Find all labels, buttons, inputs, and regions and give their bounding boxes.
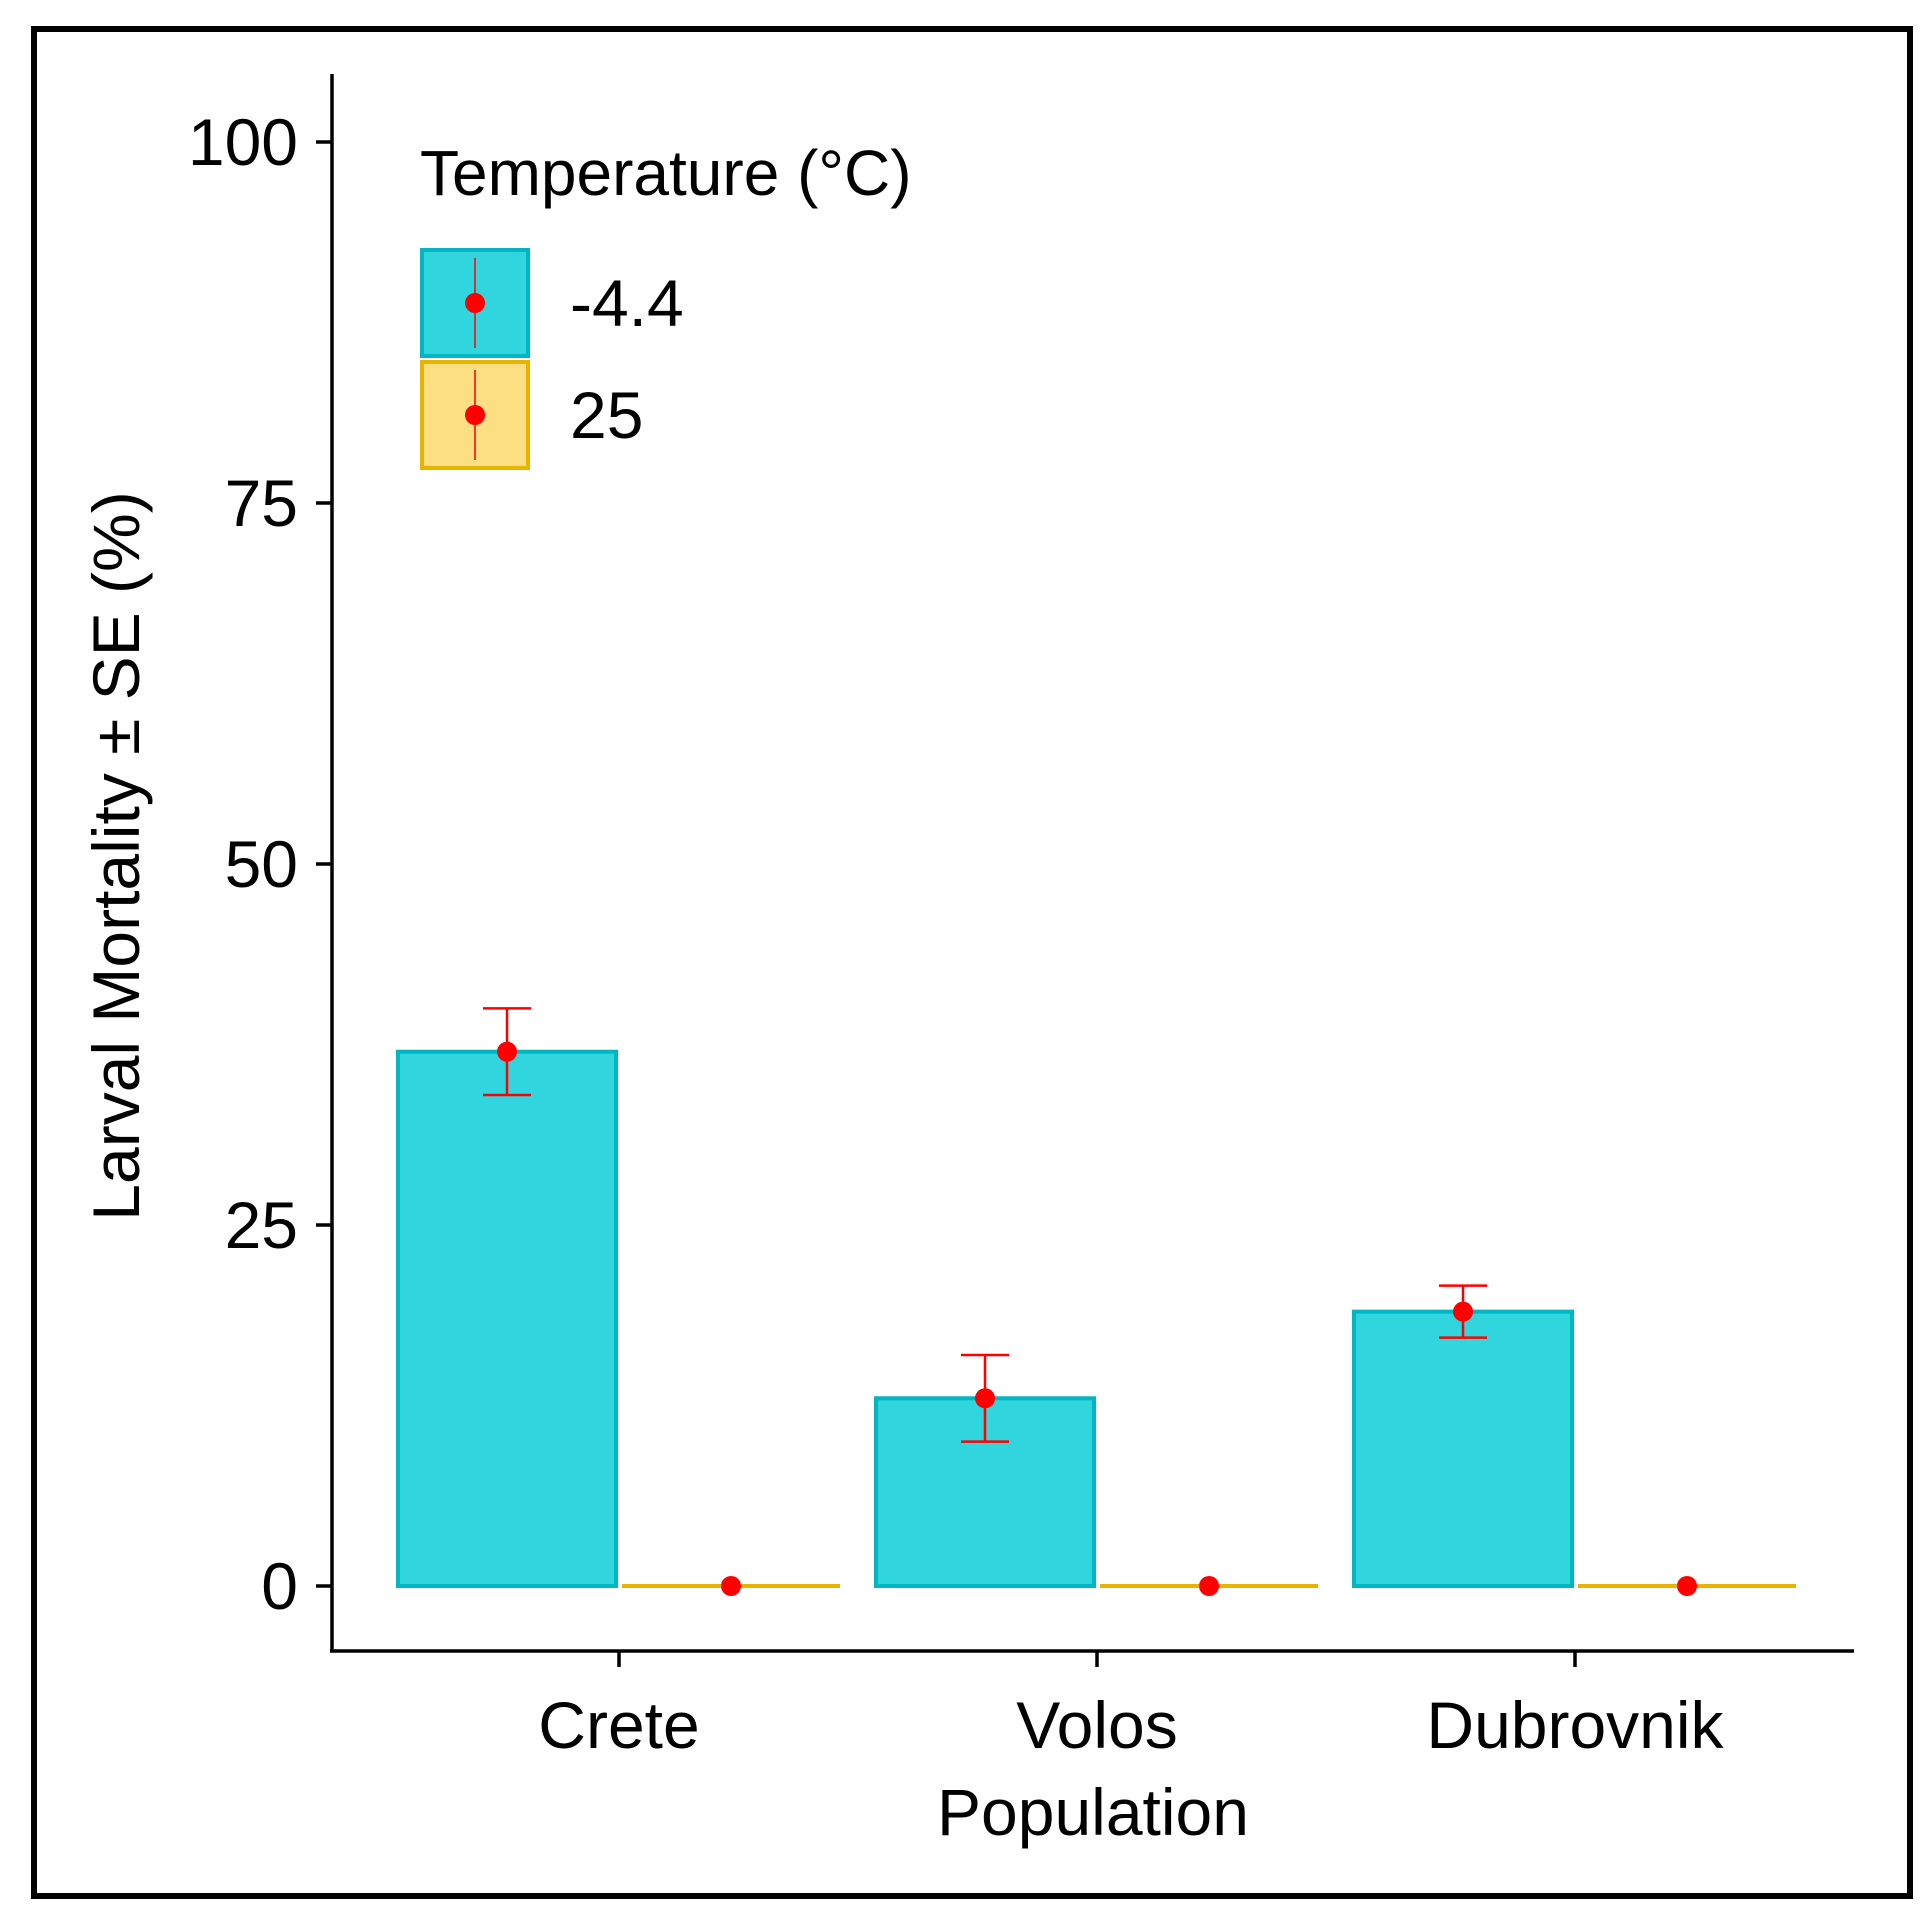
legend-key-point	[465, 293, 485, 313]
y-axis-ticks: 0 25 50 75 100	[188, 105, 332, 1623]
legend-label: 25	[570, 378, 643, 452]
legend-label: -4.4	[570, 266, 684, 340]
mean-point	[1677, 1576, 1697, 1596]
y-axis-title: Larval Mortality ± SE (%)	[79, 491, 153, 1220]
y-tick-label: 0	[261, 1549, 298, 1623]
x-axis-title: Population	[937, 1775, 1249, 1849]
legend-key-point	[465, 405, 485, 425]
mean-point	[497, 1041, 517, 1062]
x-tick-label: Dubrovnik	[1426, 1688, 1724, 1762]
y-tick-label: 75	[225, 466, 298, 540]
legend: Temperature (°C) -4.4 25	[420, 137, 912, 470]
mean-point	[1199, 1576, 1219, 1596]
y-tick-label: 100	[188, 105, 298, 179]
mean-point	[1453, 1301, 1473, 1322]
mean-point	[975, 1388, 995, 1409]
bar	[396, 1049, 618, 1588]
bar	[1352, 1309, 1574, 1588]
y-tick-label: 25	[225, 1188, 298, 1262]
error-bars-layer	[483, 1007, 1697, 1596]
legend-title: Temperature (°C)	[420, 137, 912, 209]
mean-point	[721, 1576, 741, 1596]
y-tick-label: 50	[225, 827, 298, 901]
x-axis-ticks: Crete Volos Dubrovnik	[538, 1651, 1725, 1762]
x-tick-label: Crete	[538, 1688, 699, 1762]
legend-items: -4.4 25	[420, 248, 684, 470]
x-tick-label: Volos	[1016, 1688, 1177, 1762]
figure-frame	[31, 26, 1913, 1899]
